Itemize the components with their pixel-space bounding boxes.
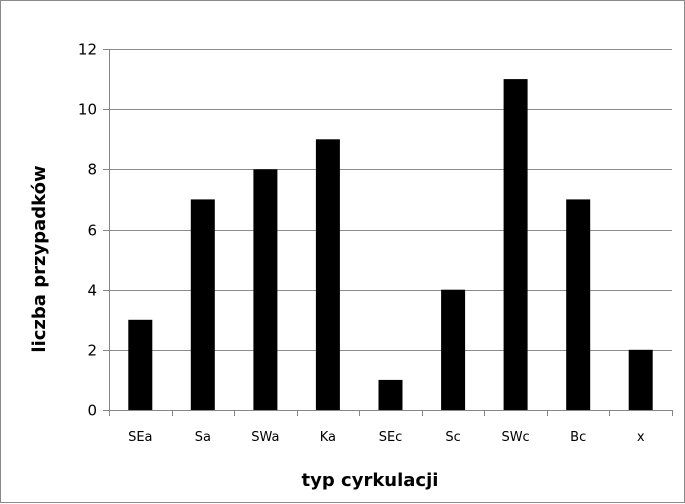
x-tick-label: SEa [128,430,152,445]
y-tick-label: 12 [78,41,97,59]
y-tick-label: 6 [87,222,97,240]
x-tick-label: Bc [570,430,586,445]
x-tick-label: Ka [320,430,336,445]
x-tick-label: x [637,430,645,445]
x-axis-title: typ cyrkulacji [302,470,439,491]
x-tick-label: Sc [445,430,460,445]
bars [128,79,653,411]
bar-x [628,349,653,410]
bar-SEa [128,319,153,411]
x-tick-label: SEc [379,430,403,445]
y-tick-label: 4 [87,282,97,300]
bar-Sa [190,199,215,410]
bar-SWc [503,79,528,410]
x-tick-labels: SEa Sa SWa Ka SEc Sc SWc Bc x [128,430,645,445]
bar-Bc [566,199,591,410]
x-tick-label: Sa [195,430,211,445]
bar-SEc [378,379,403,410]
bar-SWa [253,169,278,410]
bar-Ka [315,139,340,411]
y-tick-label: 2 [87,342,97,360]
y-tick-label: 8 [87,161,97,179]
y-tick-label: 0 [87,402,97,420]
y-tick-label: 10 [78,101,97,119]
axes [109,49,673,416]
x-tick-label: SWc [501,430,529,445]
x-tick-label: SWa [251,430,279,445]
bar-Sc [441,289,466,410]
y-axis-title: liczba przypadków [29,165,50,352]
y-tick-labels: 0 2 4 6 8 10 12 [78,41,97,420]
